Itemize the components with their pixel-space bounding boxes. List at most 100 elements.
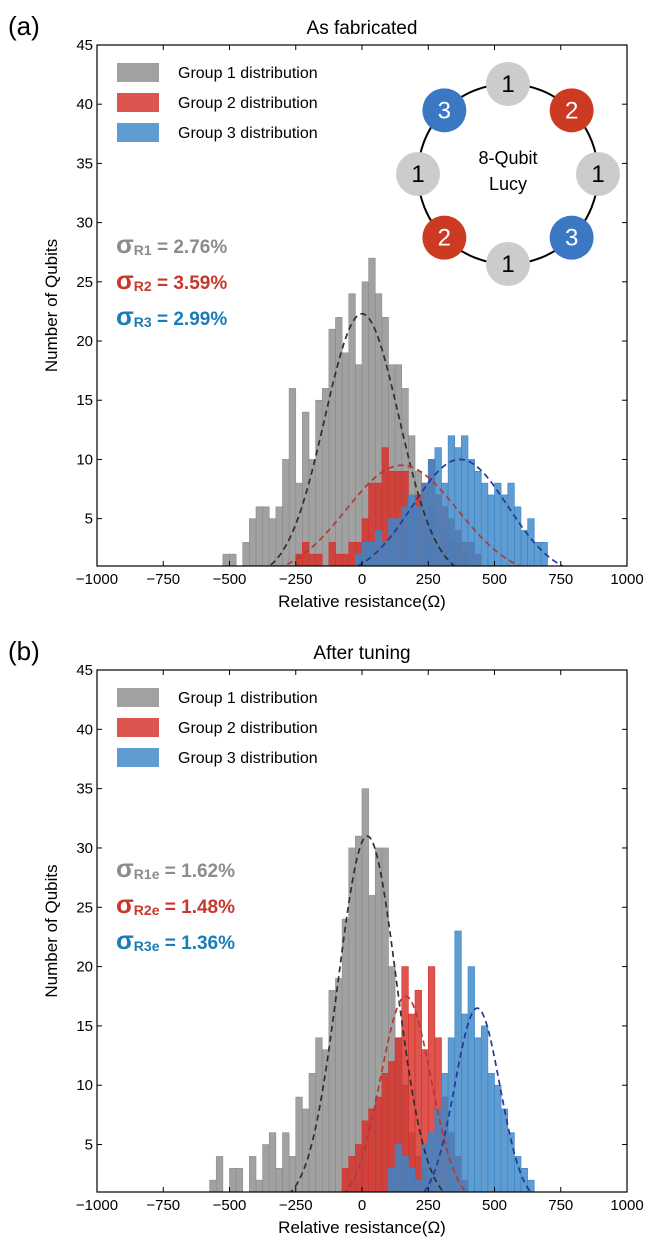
histogram-bar [441,482,449,566]
histogram-bar [235,1167,244,1192]
legend: Group 1 distribution Group 2 distribution… [117,63,318,142]
qubit-node [396,152,440,196]
legend-swatch [117,688,159,707]
x-tick-label: 500 [482,1197,507,1214]
histogram-bar [507,482,515,566]
histogram-bar [348,293,356,566]
histogram-bar [341,352,350,566]
histogram-bar [394,518,403,566]
qubit-node [549,215,594,260]
x-tick-label: 250 [416,1197,441,1214]
y-tick-label: 40 [76,721,93,738]
gaussian-fit-curve [344,995,468,1192]
gaussian-fit-curve [289,835,445,1192]
y-tick-label: 20 [76,333,93,350]
gaussian-fit-curve [268,312,456,566]
qubit-node-label: 2 [438,225,451,252]
histogram-bar [408,1167,416,1192]
x-tick-label: 0 [358,571,366,588]
gaussian-fit-curve [355,458,565,566]
histogram-bar [275,1167,283,1192]
histogram-bar [355,835,363,1192]
y-axis-label: Number of Qubits [42,864,61,997]
sigma-annotation: σR3e = 1.36% [116,925,235,955]
x-tick-label: 1000 [610,1197,643,1214]
bars [209,788,535,1192]
histogram-bar [480,482,489,566]
histogram-bar [249,1156,257,1192]
histogram-bar [242,542,250,566]
histogram-bar [494,1084,502,1192]
qubit-node-label: 2 [565,97,578,124]
y-tick-label: 45 [76,662,93,679]
qubit-node [549,88,594,133]
histogram-bar [494,482,502,566]
histogram-bar [427,459,436,566]
histogram-bar [209,1179,217,1192]
histogram-bar [461,1013,469,1192]
legend-swatch [117,93,159,112]
ring-title-line1: 8-Qubit [478,148,537,168]
histogram-bar [302,1108,310,1192]
y-tick-label: 25 [76,274,93,291]
x-tick-label: 0 [358,1197,366,1214]
sigma-annotation: σR2e = 1.48% [116,889,235,919]
histogram-bar [394,1144,403,1192]
histogram-bar [368,1108,376,1192]
x-tick-label: 500 [482,571,507,588]
histogram-bar [222,553,230,566]
histogram-bar [255,1179,263,1192]
histogram-bar [268,1132,277,1192]
y-tick-label: 5 [85,1137,93,1154]
fit-curves [268,312,565,566]
y-tick-label: 15 [76,1018,93,1035]
histogram-bar [315,399,323,566]
x-axis-label: Relative resistance(Ω) [278,592,446,611]
histogram-bar [374,530,383,566]
histogram-bar [308,1073,316,1192]
x-tick-label: 250 [416,571,441,588]
panel-label: (b) [8,636,40,666]
qubit-node [576,152,620,196]
x-tick-label: −500 [213,1197,247,1214]
y-tick-label: 45 [76,37,93,54]
histogram-bar [282,459,290,566]
histogram-bar [215,1156,224,1192]
legend-swatch [117,123,159,142]
histogram-bar [474,470,482,566]
histogram-bar [295,553,303,566]
histogram-bar [249,518,257,566]
legend-label: Group 3 distribution [178,125,318,142]
qubit-node-label: 1 [591,161,604,188]
y-tick-label: 30 [76,215,93,232]
y-tick-label: 15 [76,392,93,409]
histogram-bar [282,1132,290,1192]
histogram-bar [520,530,528,566]
gaussian-fit-curve [281,464,522,566]
legend-swatch [117,748,159,767]
histogram-bar [374,1096,383,1192]
y-tick-label: 25 [76,899,93,916]
histogram-bar [461,435,469,566]
qubit-ring-diagram: 1 2 1 3 1 2 1 3 8-Qubit Lucy [396,62,620,286]
histogram-bar [421,482,429,566]
qubit-node [422,88,467,133]
x-tick-label: 750 [548,1197,573,1214]
histogram-bar [467,459,475,566]
histogram-bar [288,1156,297,1192]
series-group-3 [355,435,548,566]
qubit-node-label: 1 [411,161,424,188]
qubit-node-label: 3 [565,225,578,252]
histogram-bar [401,1156,409,1192]
qubit-node-label: 1 [501,71,514,98]
histogram-bar [229,1167,237,1192]
legend-label: Group 1 distribution [178,65,318,82]
x-tick-label: −1000 [76,1197,118,1214]
qubit-node [486,242,530,286]
histogram-bar [302,542,310,566]
sigma-annotation: σR1e = 1.62% [116,853,235,883]
histogram-bar [328,542,336,566]
histogram-bar [295,482,303,566]
histogram-bar [262,506,270,566]
histogram-bar [355,364,363,566]
